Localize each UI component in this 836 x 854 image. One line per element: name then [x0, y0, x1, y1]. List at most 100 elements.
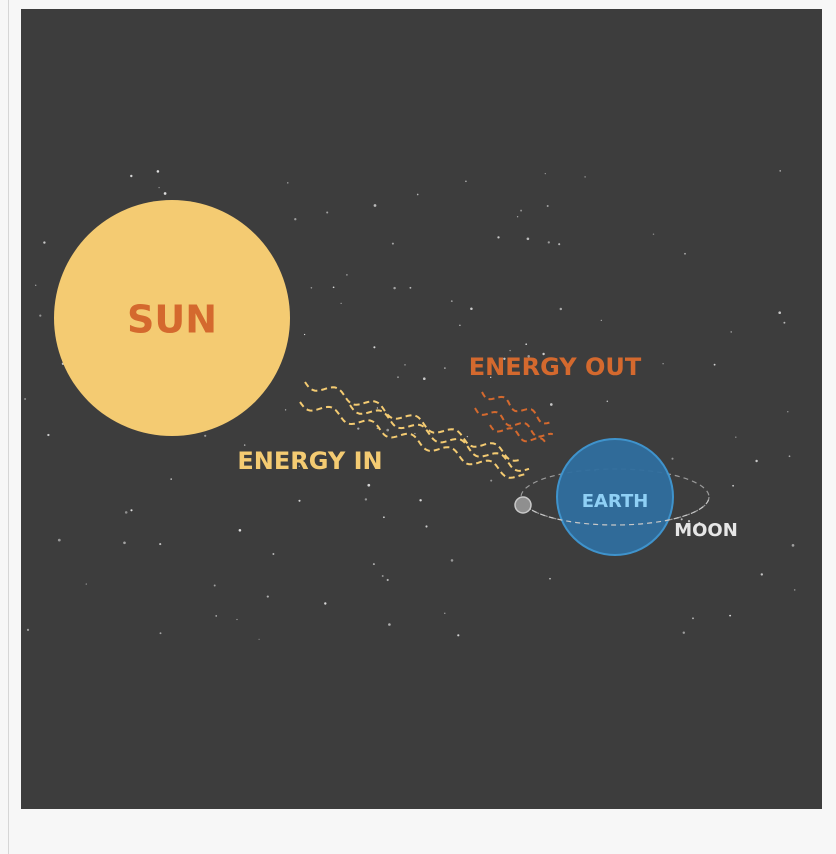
- page: {"diagram": {"sun": {"label": "SUN"}, "e…: [0, 0, 836, 854]
- star: [789, 455, 791, 457]
- star: [419, 499, 421, 501]
- star: [294, 218, 296, 220]
- star: [444, 613, 445, 614]
- star: [794, 589, 796, 591]
- star: [778, 311, 781, 314]
- energy-in-label: ENERGY IN: [237, 447, 382, 475]
- star: [509, 350, 510, 351]
- star: [215, 615, 217, 617]
- star: [58, 539, 61, 542]
- star: [170, 478, 172, 480]
- star: [470, 308, 473, 311]
- star: [444, 367, 445, 368]
- star: [459, 325, 460, 326]
- star: [392, 243, 394, 245]
- star: [409, 287, 411, 289]
- star: [490, 480, 492, 482]
- sun-label: SUN: [127, 298, 217, 342]
- star: [525, 343, 527, 345]
- star: [373, 346, 375, 348]
- energy-out-label: ENERGY OUT: [469, 353, 642, 381]
- star: [159, 543, 161, 545]
- star: [258, 639, 259, 640]
- star: [304, 334, 305, 335]
- star: [393, 287, 395, 289]
- star: [285, 409, 286, 410]
- star: [324, 602, 326, 604]
- star: [792, 544, 795, 547]
- star: [164, 192, 167, 195]
- star: [423, 377, 426, 380]
- star: [548, 241, 550, 243]
- star: [373, 563, 375, 565]
- star: [457, 634, 459, 636]
- star: [35, 285, 36, 286]
- star: [388, 623, 391, 626]
- star: [341, 303, 342, 304]
- star: [545, 173, 546, 174]
- earth-label: EARTH: [582, 491, 649, 512]
- star: [732, 485, 734, 487]
- screenshot: SUN EARTH MOON ENERGY OUT ENERGY IN: [0, 0, 836, 854]
- star: [601, 320, 602, 321]
- star: [425, 525, 427, 527]
- star: [326, 211, 328, 213]
- star: [24, 398, 26, 400]
- star: [204, 435, 206, 437]
- star: [377, 407, 378, 408]
- star: [787, 411, 788, 412]
- star: [465, 180, 467, 182]
- star: [214, 585, 216, 587]
- star: [560, 308, 562, 310]
- star: [365, 498, 367, 500]
- star: [730, 331, 732, 333]
- star: [86, 583, 87, 584]
- star: [683, 631, 685, 633]
- star: [397, 376, 399, 378]
- star: [735, 437, 736, 438]
- star: [783, 322, 785, 324]
- star: [236, 619, 237, 620]
- star: [451, 300, 453, 302]
- star: [520, 210, 522, 212]
- star: [549, 578, 551, 580]
- star: [692, 617, 694, 619]
- star: [125, 511, 128, 514]
- star: [244, 444, 245, 445]
- star: [27, 629, 29, 631]
- star: [357, 427, 359, 429]
- star: [404, 364, 405, 365]
- star: [311, 287, 313, 289]
- star: [287, 182, 288, 183]
- star: [123, 541, 126, 544]
- star: [527, 237, 530, 240]
- star: [346, 274, 348, 276]
- star: [729, 615, 731, 617]
- star: [158, 187, 159, 188]
- moon-label: MOON: [674, 520, 738, 541]
- star: [160, 632, 162, 634]
- moon: [515, 497, 531, 513]
- star: [779, 170, 781, 172]
- star: [607, 401, 609, 403]
- star: [382, 575, 384, 577]
- star: [517, 216, 518, 217]
- star: [130, 175, 132, 177]
- star: [714, 364, 716, 366]
- star: [684, 253, 686, 255]
- star: [497, 236, 499, 238]
- star: [662, 363, 663, 364]
- star: [671, 458, 673, 460]
- star: [43, 241, 45, 243]
- star: [374, 204, 377, 207]
- star: [547, 205, 549, 207]
- star: [386, 429, 389, 432]
- star: [39, 315, 41, 317]
- star: [383, 516, 385, 518]
- star: [755, 460, 757, 462]
- star: [333, 286, 335, 288]
- star: [550, 403, 553, 406]
- star: [239, 529, 242, 532]
- star: [414, 433, 415, 434]
- star: [387, 579, 389, 581]
